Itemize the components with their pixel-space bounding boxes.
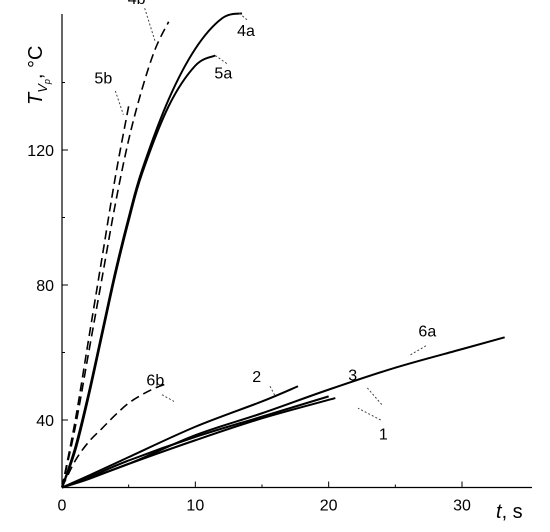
leader-line	[114, 90, 124, 115]
y-axis-title-subscript: V	[35, 83, 50, 93]
x-axis-title-unit: , s	[502, 501, 523, 523]
leader-line	[239, 12, 248, 21]
series-line-5a	[61, 54, 216, 488]
curve-label-6a: 6a	[418, 324, 436, 341]
series-line-4b	[61, 21, 170, 488]
x-axis-title: t, s	[496, 501, 523, 523]
y-tick-label: 120	[27, 143, 54, 160]
y-axis-title-symbol: T	[25, 91, 47, 105]
curve-label-3: 3	[348, 367, 357, 384]
series-line-4a	[61, 12, 243, 488]
series-line-6a	[61, 336, 505, 489]
series-line-5b	[61, 105, 130, 488]
x-tick-label: 20	[320, 498, 338, 515]
curve-labels: 4b 4a 5b 5a 6a 6b 2 3 1	[94, 0, 436, 444]
y-axis-title: TVp, °C	[25, 46, 52, 105]
x-axis-title-symbol: t	[496, 501, 503, 523]
leader-line	[215, 55, 228, 65]
y-tick-label: 80	[36, 278, 54, 295]
y-axis-title-subsubscript: p	[42, 79, 52, 85]
leader-lines	[114, 8, 427, 421]
curve-label-5b: 5b	[94, 70, 112, 87]
series-line-2	[61, 385, 299, 489]
curve-label-4b: 4b	[128, 0, 146, 8]
leader-line	[366, 387, 383, 406]
leader-line	[408, 345, 427, 357]
series-line-6b	[61, 382, 169, 488]
curve-label-1: 1	[379, 427, 388, 444]
leader-line	[357, 407, 381, 421]
leader-line	[269, 386, 276, 397]
x-tick-label: 30	[453, 498, 471, 515]
x-tick-label: 0	[58, 498, 67, 515]
curve-label-5a: 5a	[214, 65, 232, 82]
x-tick-label: 10	[186, 498, 204, 515]
leader-line	[161, 394, 175, 402]
curve-label-4a: 4a	[237, 23, 255, 40]
leader-line	[144, 8, 156, 43]
curve-label-2: 2	[252, 369, 261, 386]
curve-label-6b: 6b	[146, 373, 164, 390]
y-tick-label: 40	[36, 413, 54, 430]
axes: 0 10 20 30 40 80 120	[27, 14, 532, 515]
y-axis-title-unit: , °C	[25, 46, 47, 80]
series-group	[61, 12, 505, 489]
